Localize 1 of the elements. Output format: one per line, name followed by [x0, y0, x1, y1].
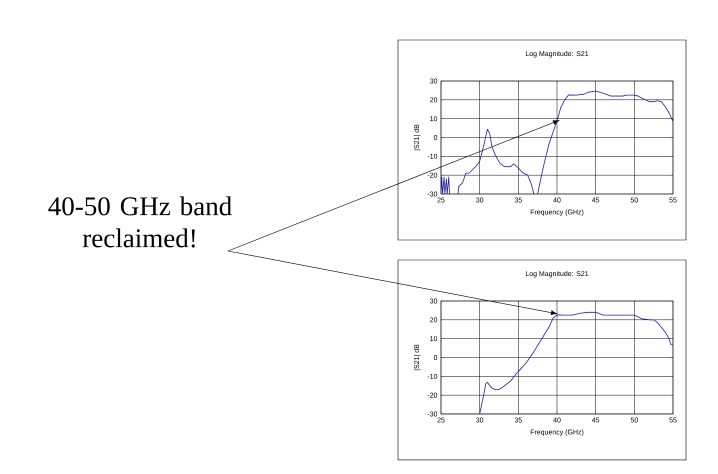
text: 40-50 GHz band reclaimed! [48, 196, 232, 248]
